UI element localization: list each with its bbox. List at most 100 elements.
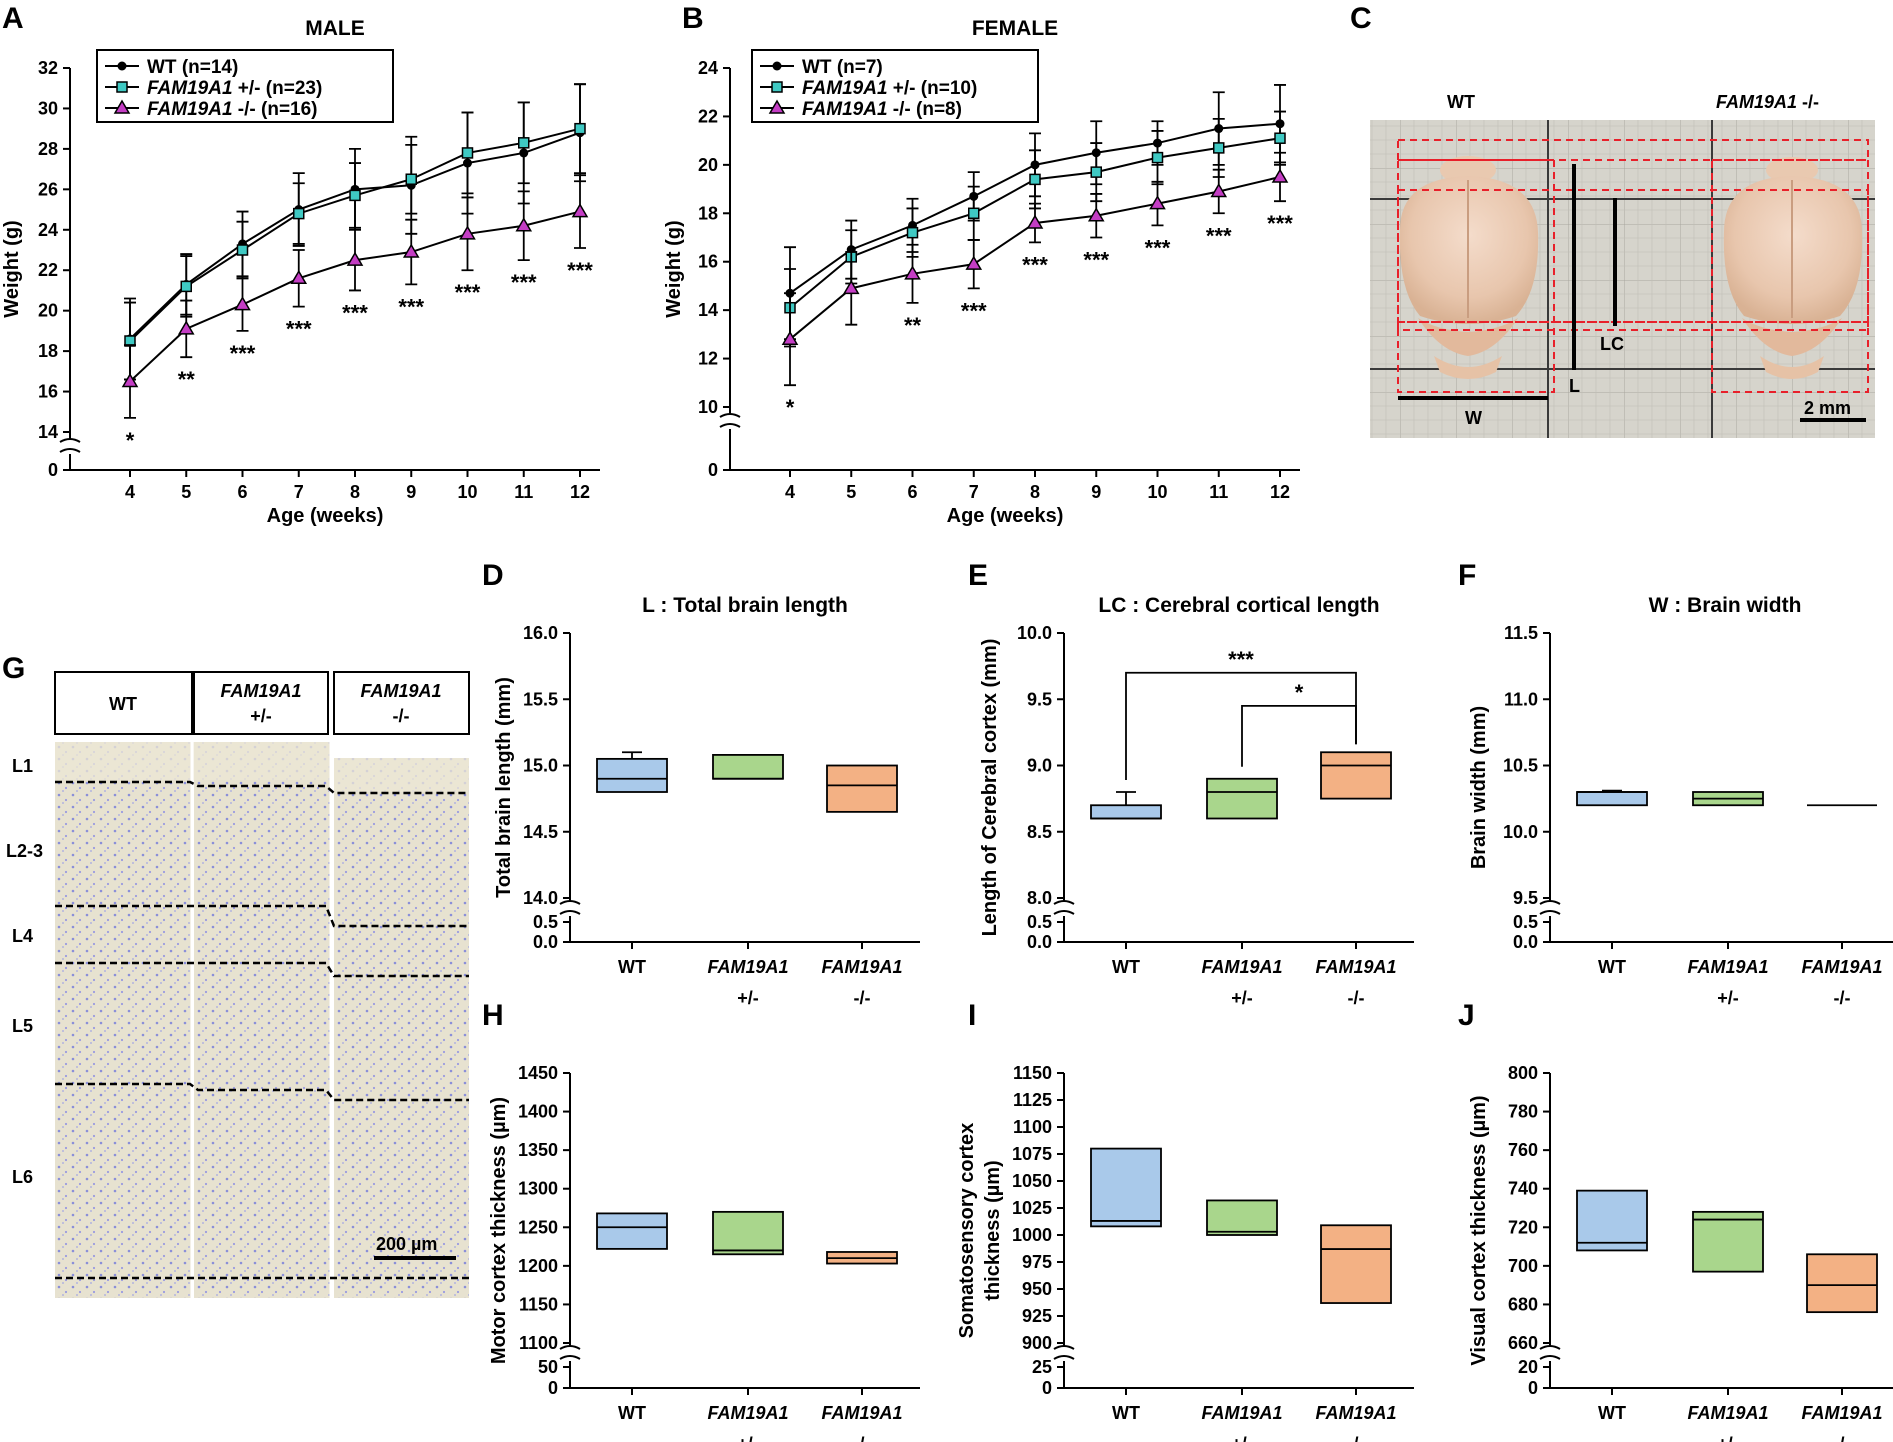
x-tick-label: 9	[406, 482, 416, 502]
y-tick-label-low: 0.5	[1513, 912, 1538, 932]
header-het-genotype: +/-	[250, 706, 272, 726]
y-tick-label-low: 0.0	[1027, 932, 1052, 952]
y-tick-label: 16.0	[523, 623, 558, 643]
box-body	[596, 1212, 668, 1250]
y-tick-label: 11.5	[1504, 623, 1538, 643]
box-1	[1206, 777, 1278, 820]
data-point-triangle	[290, 269, 308, 285]
legend: WT (n=14)FAM19A1 +/- (n=23)FAM19A1 -/- (…	[96, 49, 394, 123]
data-point-square	[405, 173, 417, 185]
x-tick-label: 10	[1147, 482, 1167, 502]
panel-label-d: D	[482, 559, 504, 592]
chart-female-weight: FEMALE 10 12 14 16 18 20 22 24 0 4 5 6 7 8 9 10 11 12 Age (…	[663, 17, 1300, 527]
y-axis-label-line: Somatosensory cortex	[956, 1123, 978, 1339]
data-point-triangle	[402, 243, 420, 258]
panel-label-f: F	[1458, 559, 1476, 592]
layer-boundaries	[55, 780, 469, 1280]
significance-label: *	[786, 395, 795, 420]
header-box-ko	[333, 671, 470, 735]
significance-label: ***	[455, 280, 481, 305]
header-ko-gene: FAM19A1	[360, 681, 441, 701]
box-body	[1576, 791, 1648, 807]
box-body	[1576, 1189, 1648, 1252]
layer-label-l2-3: L2-3	[6, 841, 43, 861]
legend: WT (n=7)FAM19A1 +/- (n=10)FAM19A1 -/- (n…	[751, 49, 1039, 123]
data-point-triangle	[571, 203, 589, 218]
significance-label: ***	[398, 294, 424, 319]
x-tick-label: WT	[1598, 1403, 1626, 1423]
data-point-triangle	[842, 279, 860, 295]
axis-break-mark	[1053, 900, 1075, 915]
panel-label-g: G	[2, 652, 25, 685]
layer-label-l5: L5	[12, 1016, 33, 1036]
significance-label: ***	[1022, 252, 1048, 277]
significance-label: *	[126, 428, 135, 453]
significance-label: ***	[1206, 223, 1232, 248]
x-tick-label: 4	[785, 482, 795, 502]
box-body	[1090, 1147, 1162, 1228]
x-tick-genotype: +/-	[737, 1434, 759, 1442]
y-tick-label: 14	[698, 300, 718, 320]
y-tick-label: 800	[1508, 1063, 1538, 1083]
data-point-square	[236, 244, 249, 256]
x-tick-label: 6	[907, 482, 917, 502]
legend-entry: WT (n=14)	[147, 57, 238, 78]
y-axis-label: Visual cortex thickness (µm)	[1468, 1095, 1490, 1365]
y-tick-label-zero: 0	[708, 460, 718, 480]
x-tick-label: FAM19A1	[1687, 957, 1768, 977]
y-axis-label: Brain width (mm)	[1468, 706, 1490, 869]
y-tick-label: 1025	[1012, 1198, 1052, 1218]
axis-break-mark	[1053, 1345, 1075, 1360]
y-tick-label: 16	[38, 382, 58, 402]
y-tick-label: 20	[698, 155, 718, 175]
legend-entry: FAM19A1 -/- (n=16)	[147, 99, 318, 120]
x-tick-label: WT	[1112, 1403, 1140, 1423]
axis-lines	[1549, 633, 1893, 943]
column-separators	[190, 742, 333, 1298]
y-tick-label: 10.0	[1017, 623, 1052, 643]
box-2	[1806, 1253, 1878, 1314]
y-tick-label-low: 0.0	[533, 932, 558, 952]
x-tick-label: FAM19A1	[821, 1403, 902, 1423]
axis-lines	[69, 68, 600, 471]
panel-label-i: I	[968, 999, 976, 1032]
y-tick-label: 975	[1022, 1252, 1052, 1272]
y-tick-label: 1100	[1013, 1117, 1052, 1137]
y-tick-label: 1150	[1013, 1063, 1052, 1083]
legend-box	[96, 49, 394, 123]
box-1	[1206, 1199, 1278, 1236]
x-tick-genotype: +/-	[1717, 1434, 1739, 1442]
box-0	[596, 751, 668, 793]
legend-genotype: +/- (n=10)	[888, 78, 978, 99]
wt-brain-illustration	[1399, 156, 1539, 379]
significance-label: ***	[1228, 647, 1254, 672]
photo-ko-gene: FAM19A1	[1716, 92, 1797, 112]
x-tick-genotype: -/-	[1348, 988, 1365, 1008]
box-0	[596, 1212, 668, 1250]
significance-label: *	[1295, 680, 1304, 705]
chart-total-brain-length: L : Total brain length 14.0 14.5 15.0 15.5 16…	[493, 594, 920, 1008]
data-point-square	[1151, 151, 1164, 164]
box-1	[712, 754, 784, 780]
box-1	[1692, 791, 1764, 807]
x-tick-label: 10	[457, 482, 477, 502]
legend-genotype: -/- (n=8)	[888, 99, 962, 120]
y-tick-label: 14.0	[523, 888, 558, 908]
chart-title: W : Brain width	[1649, 594, 1802, 617]
chart-somatosensory-cortex: 900 925 950 975 1000 1025 1050 1075 1100 1125 1150…	[956, 1063, 1414, 1442]
x-tick-label: 4	[125, 482, 135, 502]
data-point-square	[1213, 142, 1225, 154]
chart-title: L : Total brain length	[642, 594, 848, 617]
tissue-column-ko	[334, 758, 469, 1298]
data-point-square	[461, 147, 474, 159]
y-tick-label-low: 0	[1528, 1378, 1538, 1398]
chart-visual-cortex: 660 680 700 720 740 760 780 800 020 Visual cortex…	[1468, 1063, 1893, 1442]
significance-label: **	[178, 367, 196, 392]
panel-label-b: B	[682, 2, 704, 35]
panel-label-c: C	[1350, 2, 1372, 35]
y-tick-label: 8.0	[1027, 888, 1052, 908]
x-tick-label: FAM19A1	[1801, 957, 1882, 977]
x-tick-label: 11	[514, 482, 533, 502]
y-tick-label: 8.5	[1027, 822, 1052, 842]
